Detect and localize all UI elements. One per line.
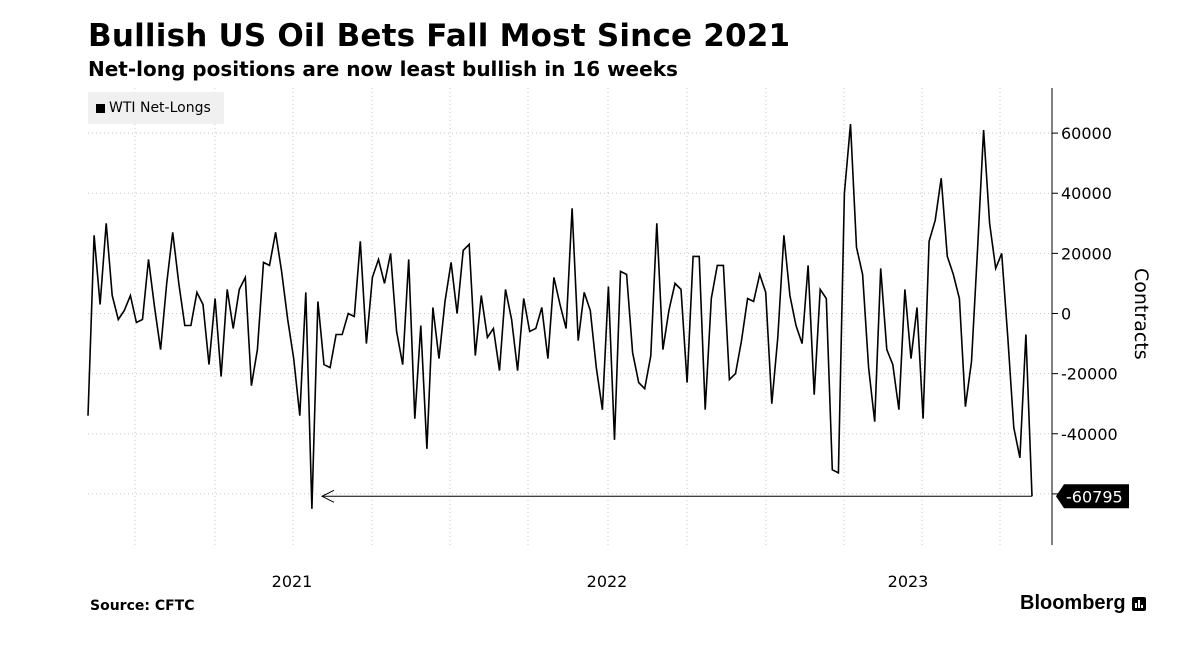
annotation-arrowhead xyxy=(320,489,335,503)
y-axis: -60000-40000-200000200004000060000Contra… xyxy=(1051,88,1152,545)
y-tick-label: 20000 xyxy=(1061,244,1112,263)
chart-subtitle: Net-long positions are now least bullish… xyxy=(88,57,678,81)
x-tick-label: 2023 xyxy=(888,572,929,591)
series-line-wti-net-longs xyxy=(87,124,1033,509)
y-tick-label: -40000 xyxy=(1061,425,1118,444)
last-value-label: -60795 xyxy=(1066,487,1123,506)
chart-title: Bullish US Oil Bets Fall Most Since 2021 xyxy=(88,18,791,54)
legend-label: WTI Net-Longs xyxy=(109,100,211,116)
gridlines xyxy=(88,88,1052,545)
brand-logo: Bloomberg xyxy=(1020,592,1146,615)
y-tick-label: -20000 xyxy=(1061,365,1118,384)
y-tick-label: 40000 xyxy=(1061,184,1112,203)
bar-chart-icon xyxy=(1131,596,1146,611)
brand-name: Bloomberg xyxy=(1020,592,1126,614)
x-tick-label: 2021 xyxy=(272,572,313,591)
source-note: Source: CFTC xyxy=(90,598,195,614)
legend: WTI Net-Longs xyxy=(88,92,224,124)
series-layer xyxy=(87,124,1033,509)
legend-swatch xyxy=(96,103,105,113)
x-axis: 2021 2022 2023 xyxy=(272,572,929,591)
y-tick-label: 60000 xyxy=(1061,124,1112,143)
y-axis-label: Contracts xyxy=(1130,268,1152,360)
last-value-tag xyxy=(1056,484,1129,509)
annotation-layer: -60795 xyxy=(320,484,1129,509)
x-tick-label: 2022 xyxy=(587,572,628,591)
y-tick-label: 0 xyxy=(1061,304,1071,323)
